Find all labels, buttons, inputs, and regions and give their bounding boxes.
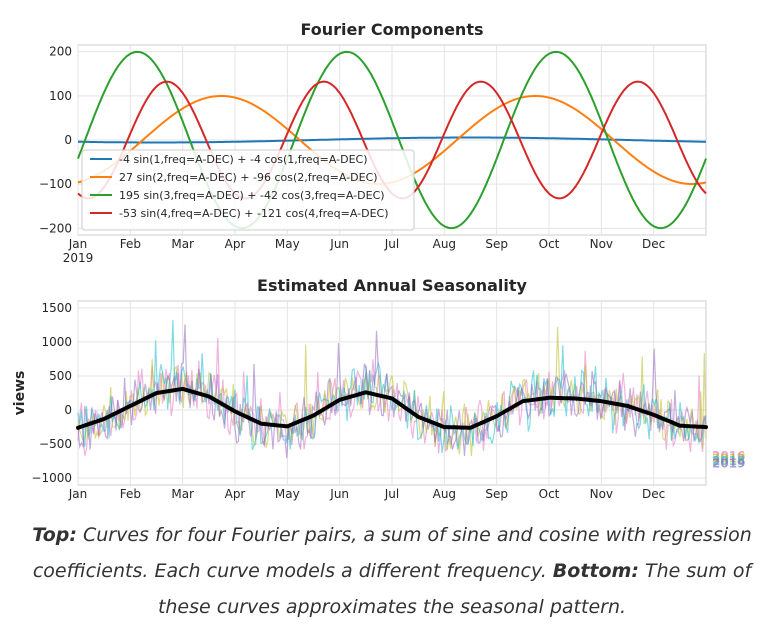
y-tick-label: 0	[64, 403, 72, 417]
x-tick-label: Feb	[120, 237, 141, 251]
y-tick-label: −500	[39, 437, 72, 451]
x-tick-label: Sep	[485, 237, 508, 251]
series-line	[78, 136, 707, 144]
x-tick-label: Aug	[433, 237, 456, 251]
chart-title: Estimated Annual Seasonality	[257, 276, 527, 295]
x-tick-label: May	[275, 237, 300, 251]
y-axis-label: views	[12, 371, 28, 416]
x-axis: Jan Feb Mar Apr May Jun Jul Aug Sep Oct Nov Dec	[68, 487, 666, 501]
x-tick-label: May	[275, 487, 300, 501]
fourier-components-chart: Fourier Components 200 100 0 −100 −200 Jan Fe…	[39, 20, 707, 265]
series-end-label: 2019	[712, 457, 745, 471]
y-axis: 1500 1000 500 0 −500 −1000	[31, 301, 72, 485]
y-tick-label: −1000	[31, 471, 72, 485]
y-tick-label: 200	[49, 45, 72, 59]
y-axis: 200 100 0 −100 −200	[39, 45, 72, 236]
caption-text-bottom: The sum of these curves approximates the…	[157, 560, 752, 618]
chart-title: Fourier Components	[300, 20, 483, 39]
y-tick-label: 100	[49, 89, 72, 103]
x-tick-label: Jan	[68, 237, 88, 251]
x-tick-label: Dec	[642, 237, 665, 251]
series-line	[77, 50, 707, 230]
legend-label: -4 sin(1,freq=A-DEC) + -4 cos(1,freq=A-D…	[119, 153, 368, 166]
y-tick-label: 500	[49, 369, 72, 383]
x-tick-year: 2019	[63, 251, 94, 265]
x-tick-label: Jun	[329, 487, 349, 501]
x-tick-label: Jan	[68, 487, 88, 501]
x-tick-label: Apr	[225, 487, 246, 501]
y-tick-label: −200	[39, 221, 72, 235]
x-tick-label: Apr	[225, 237, 246, 251]
figure-caption: Top: Curves for four Fourier pairs, a su…	[10, 517, 774, 625]
x-tick-label: Sep	[485, 487, 508, 501]
x-tick-label: Oct	[539, 237, 560, 251]
y-tick-label: −100	[39, 177, 72, 191]
legend: -4 sin(1,freq=A-DEC) + -4 cos(1,freq=A-D…	[81, 149, 415, 231]
x-tick-label: Nov	[590, 487, 613, 501]
caption-bold-bottom: Bottom:	[552, 560, 639, 582]
series-line-2019	[77, 324, 707, 459]
legend-box	[81, 149, 415, 231]
x-tick-label: Aug	[433, 487, 456, 501]
x-tick-label: Feb	[120, 487, 141, 501]
legend-label: 27 sin(2,freq=A-DEC) + -96 cos(2,freq=A-…	[119, 171, 378, 184]
seasonality-estimate-line	[76, 386, 708, 430]
x-tick-label: Jul	[384, 237, 399, 251]
x-tick-label: Mar	[171, 487, 194, 501]
series-end-label: 2016	[712, 449, 745, 463]
x-tick-label: Nov	[590, 237, 613, 251]
series-end-label: 2017	[712, 452, 745, 466]
x-tick-label: Mar	[171, 237, 194, 251]
x-tick-label: Oct	[539, 487, 560, 501]
x-tick-label: Jul	[384, 487, 399, 501]
seasonality-chart: Estimated Annual Seasonality 1500 1000 500…	[12, 276, 745, 501]
legend-label: 195 sin(3,freq=A-DEC) + -42 cos(3,freq=A…	[119, 189, 385, 202]
series-line-2018	[77, 320, 707, 453]
caption-bold-top: Top:	[32, 524, 77, 546]
x-tick-label: Dec	[642, 487, 665, 501]
x-axis: Jan Feb Mar Apr May Jun Jul Aug Sep Oct Nov Dec	[68, 237, 666, 251]
caption-text-top: Curves for four Fourier pairs, a sum of …	[32, 524, 752, 582]
series-end-label: 2018	[712, 454, 745, 468]
y-tick-label: 1500	[41, 301, 72, 315]
x-tick-label: Jun	[329, 237, 349, 251]
y-tick-label: 0	[64, 133, 72, 147]
y-tick-label: 1000	[41, 335, 72, 349]
legend-label: -53 sin(4,freq=A-DEC) + -121 cos(4,freq=…	[119, 207, 389, 220]
